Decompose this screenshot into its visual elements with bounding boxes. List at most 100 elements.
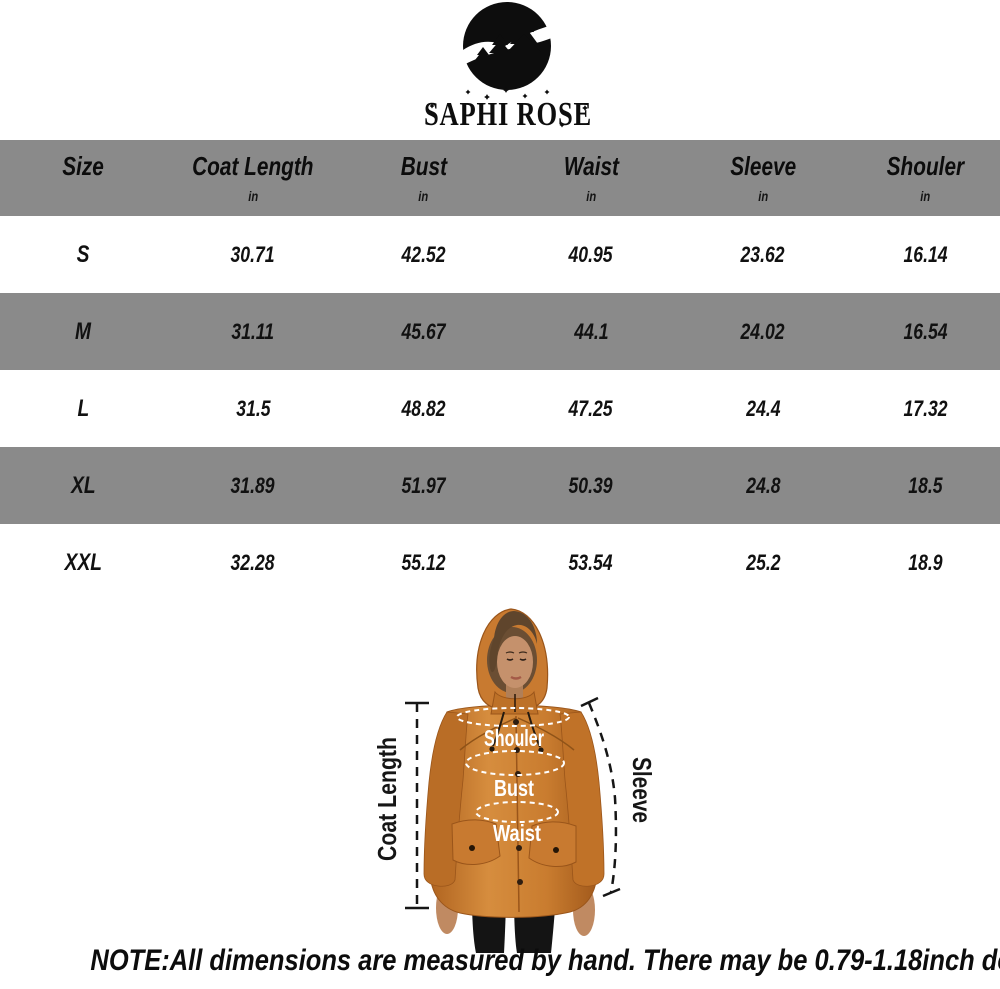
logo-circle bbox=[463, 2, 551, 90]
waist-value: 53.54 bbox=[568, 549, 614, 575]
bust-value: 45.67 bbox=[401, 318, 446, 344]
header-cell-bust: Bust in bbox=[340, 153, 507, 203]
header-unit: in bbox=[248, 188, 258, 204]
bust-ellipse bbox=[465, 750, 565, 776]
sleeve-value: 24.4 bbox=[745, 395, 781, 421]
size-cell: XL bbox=[0, 471, 166, 499]
value-cell: 31.5 bbox=[166, 395, 340, 421]
header-unit: in bbox=[418, 188, 429, 204]
header-unit: in bbox=[586, 188, 596, 204]
shoulder-value: 17.32 bbox=[903, 395, 948, 421]
sleeve-value: 24.8 bbox=[745, 472, 781, 498]
shoulder-ellipse bbox=[456, 707, 570, 727]
model-illustration: Coat Length Sleeve bbox=[372, 608, 657, 953]
value-cell: 40.95 bbox=[507, 241, 675, 267]
header-label: Size bbox=[62, 151, 104, 181]
value-cell: 31.89 bbox=[166, 472, 340, 498]
coat-length-value: 31.11 bbox=[231, 318, 275, 344]
coat-length-value: 30.71 bbox=[230, 241, 276, 267]
header-label: Waist bbox=[563, 151, 619, 181]
table-row-xl: XL 31.89 51.97 50.39 24.8 18.5 bbox=[0, 447, 1000, 524]
waist-value: 50.39 bbox=[568, 472, 614, 498]
value-cell: 48.82 bbox=[340, 395, 507, 421]
value-cell: 24.8 bbox=[675, 472, 851, 498]
value-cell: 51.97 bbox=[340, 472, 507, 498]
coat-length-value: 31.89 bbox=[230, 472, 276, 498]
waist-value: 47.25 bbox=[568, 395, 614, 421]
value-cell: 18.5 bbox=[851, 472, 1000, 498]
jacket-pockets bbox=[451, 819, 577, 867]
value-cell: 32.28 bbox=[166, 549, 340, 575]
header-cell-size: Size bbox=[0, 153, 166, 203]
coat-length-label: Coat Length bbox=[372, 737, 402, 861]
header-unit: in bbox=[920, 188, 931, 204]
size-value: XXL bbox=[64, 548, 102, 576]
value-cell: 16.54 bbox=[851, 318, 1000, 344]
note-text: NOTE:All dimensions are measured by hand… bbox=[90, 944, 1000, 977]
value-cell: 23.62 bbox=[675, 241, 851, 267]
value-cell: 50.39 bbox=[507, 472, 675, 498]
table-header-row: Size Coat Length in Bust in Waist in Sle… bbox=[0, 140, 1000, 216]
value-cell: 42.52 bbox=[340, 241, 507, 267]
note-bar: NOTE:All dimensions are measured by hand… bbox=[0, 944, 1000, 978]
pine-trees-icon bbox=[475, 16, 541, 64]
size-value: L bbox=[77, 394, 89, 422]
measurement-figure: Coat Length Sleeve bbox=[340, 598, 670, 960]
bust-value: 51.97 bbox=[401, 472, 446, 498]
value-cell: 18.9 bbox=[851, 549, 1000, 575]
shoulder-value: 16.14 bbox=[903, 241, 948, 267]
waist-ellipse bbox=[475, 801, 559, 823]
header-cell-shoulder: Shouler in bbox=[851, 153, 1000, 203]
table-row-xxl: XXL 32.28 55.12 53.54 25.2 18.9 bbox=[0, 524, 1000, 601]
shoulder-value: 16.54 bbox=[903, 318, 948, 344]
value-cell: 24.4 bbox=[675, 395, 851, 421]
shoulder-value: 18.5 bbox=[908, 472, 943, 498]
bust-figure-label: Bust bbox=[494, 775, 534, 801]
size-cell: XXL bbox=[0, 548, 166, 576]
header-unit: in bbox=[758, 188, 768, 204]
jacket-placket bbox=[513, 715, 523, 913]
value-cell: 47.25 bbox=[507, 395, 675, 421]
table-row-m: M 31.11 45.67 44.1 24.02 16.54 bbox=[0, 293, 1000, 370]
value-cell: 45.67 bbox=[340, 318, 507, 344]
sleeve-label: Sleeve bbox=[627, 757, 657, 823]
header-cell-coat-length: Coat Length in bbox=[166, 153, 340, 203]
sleeve-value: 25.2 bbox=[745, 549, 781, 575]
waist-figure-label: Waist bbox=[493, 820, 541, 846]
table-row-s: S 30.71 42.52 40.95 23.62 16.14 bbox=[0, 216, 1000, 293]
header-label: Coat Length bbox=[192, 151, 314, 181]
sleeve-value: 23.62 bbox=[740, 241, 786, 267]
size-cell: M bbox=[0, 317, 166, 345]
shoulder-value: 18.9 bbox=[908, 549, 943, 575]
size-value: XL bbox=[70, 471, 96, 499]
size-table: Size Coat Length in Bust in Waist in Sle… bbox=[0, 140, 1000, 601]
size-cell: S bbox=[0, 240, 166, 268]
brand-name: SAPHI ROSE bbox=[424, 96, 592, 133]
value-cell: 31.11 bbox=[166, 318, 340, 344]
value-cell: 30.71 bbox=[166, 241, 340, 267]
header-label: Bust bbox=[400, 151, 447, 181]
size-value: S bbox=[76, 240, 90, 268]
saphirose-emblem-icon: SAPHI ROSE bbox=[424, 2, 592, 133]
bust-value: 48.82 bbox=[401, 395, 446, 421]
header-label: Sleeve bbox=[730, 151, 796, 181]
value-cell: 25.2 bbox=[675, 549, 851, 575]
jacket-seams bbox=[459, 717, 575, 751]
brand-logo: SAPHI ROSE bbox=[0, 0, 1000, 140]
coat-length-value: 32.28 bbox=[230, 549, 276, 575]
header-cell-waist: Waist in bbox=[507, 153, 675, 203]
coat-length-measure-line bbox=[405, 701, 429, 910]
sleeve-value: 24.02 bbox=[740, 318, 786, 344]
value-cell: 53.54 bbox=[507, 549, 675, 575]
coat-length-value: 31.5 bbox=[235, 395, 271, 421]
hood-drawstrings bbox=[492, 711, 541, 748]
size-value: M bbox=[75, 317, 91, 345]
jacket-collar bbox=[490, 690, 539, 715]
bust-value: 42.52 bbox=[401, 241, 446, 267]
bust-value: 55.12 bbox=[401, 549, 446, 575]
value-cell: 44.1 bbox=[507, 318, 675, 344]
table-row-l: L 31.5 48.82 47.25 24.4 17.32 bbox=[0, 370, 1000, 447]
header-label: Shouler bbox=[886, 151, 965, 181]
waist-value: 40.95 bbox=[568, 241, 614, 267]
waist-value: 44.1 bbox=[573, 318, 609, 344]
